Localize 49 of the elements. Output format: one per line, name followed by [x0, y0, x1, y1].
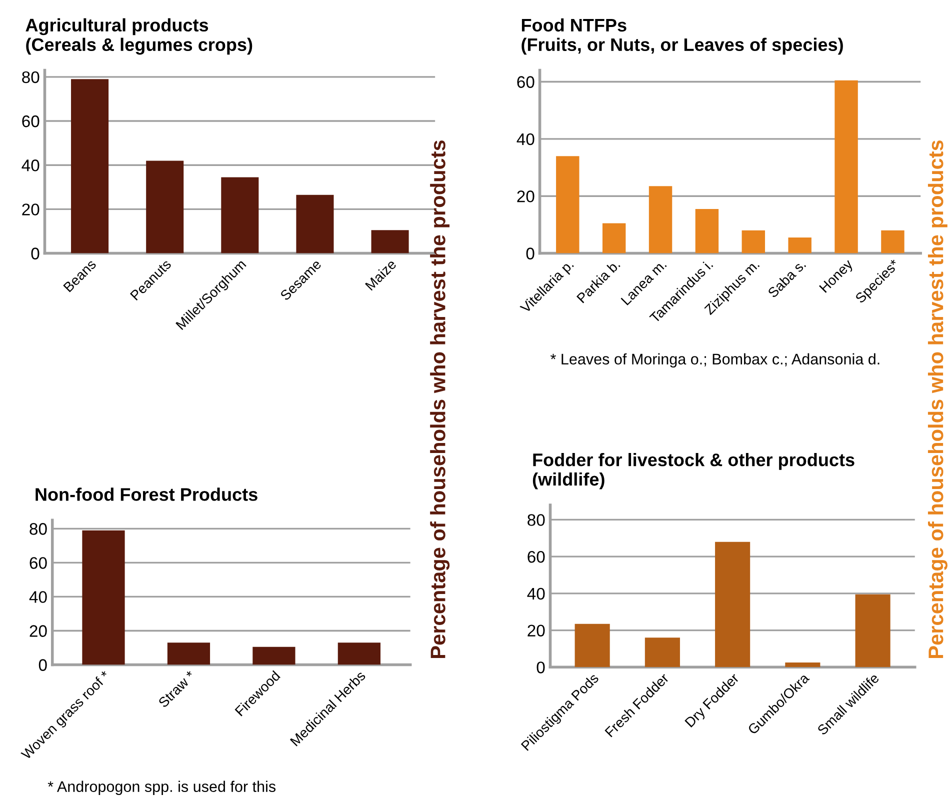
bar: [881, 230, 904, 254]
bar: [788, 238, 812, 254]
text: * Andropogon spp. is used for this: [48, 780, 276, 796]
y-tick-label: 60: [528, 550, 545, 563]
y-tick-label: 60: [22, 115, 40, 128]
bar: [296, 194, 334, 254]
y-tick-label: 0: [536, 662, 545, 674]
bar: [834, 80, 858, 254]
y-axis-title: Percentage of households who harvest the products: [928, 140, 948, 658]
y-tick-label: 20: [528, 624, 545, 637]
y-tick-label: 0: [38, 659, 47, 671]
y-tick-label: 40: [22, 160, 40, 172]
y-tick-label: 40: [29, 591, 47, 603]
bar: [252, 646, 296, 665]
text: * Leaves of Moringa o.; Bombax c.; Adansonia d.: [550, 353, 880, 368]
bar: [695, 208, 719, 254]
bar: [742, 230, 766, 254]
y-axis-title: Percentage of households who harvest the products: [430, 140, 450, 658]
y-tick-label: 60: [30, 557, 47, 569]
y-tick-label: 80: [22, 71, 40, 84]
bar: [715, 542, 750, 668]
y-tick-label: 80: [528, 514, 545, 526]
y-tick-label: 0: [526, 248, 534, 260]
y-tick-label: 20: [30, 625, 47, 637]
bar: [602, 223, 626, 254]
bar: [221, 177, 259, 254]
y-tick-label: 20: [517, 190, 534, 202]
bar: [371, 230, 409, 254]
chart-title: Food NTFPs (Fruits, or Nuts, or Leaves of species): [522, 18, 843, 55]
bar: [82, 530, 125, 665]
bar: [556, 156, 580, 254]
bar: [785, 662, 820, 668]
bar: [855, 594, 890, 668]
bar: [146, 160, 184, 254]
y-tick-label: 60: [517, 76, 534, 88]
chart-title: Agricultural products (Cereals & legumes crops): [26, 18, 252, 55]
bar: [644, 638, 680, 668]
bar: [648, 186, 672, 254]
y-tick-label: 0: [31, 248, 40, 260]
chart-title: Non-food Forest Products: [36, 488, 258, 501]
bar: [338, 642, 380, 665]
bar: [574, 624, 610, 668]
bar: [167, 642, 210, 665]
chart-title: Fodder for livestock & other products (wildlife): [532, 452, 854, 490]
y-tick-label: 40: [516, 133, 534, 146]
bar: [71, 79, 109, 254]
y-tick-label: 40: [527, 588, 545, 600]
y-tick-label: 80: [30, 523, 47, 535]
y-tick-label: 20: [22, 204, 40, 216]
